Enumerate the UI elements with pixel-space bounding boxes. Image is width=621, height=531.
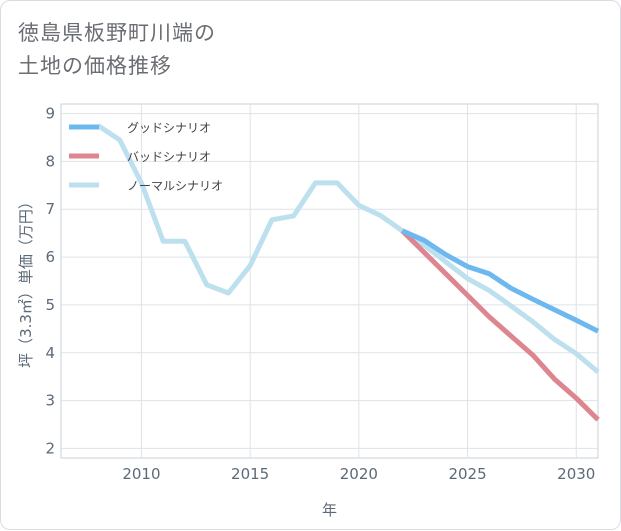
x-tick-label: 2025 [448, 465, 486, 483]
legend-label: バッドシナリオ [127, 150, 211, 164]
y-tick-label: 8 [45, 152, 55, 170]
y-tick-label: 6 [45, 248, 55, 266]
y-axis-label: 坪（3.3㎡）単価（万円） [17, 194, 35, 368]
x-tick-label: 2015 [231, 465, 269, 483]
x-axis-label: 年 [322, 501, 337, 519]
series-line-1 [400, 229, 600, 422]
x-tick-label: 2030 [557, 465, 595, 483]
legend-label: ノーマルシナリオ [127, 179, 223, 193]
y-tick-label: 4 [45, 344, 55, 362]
x-tick-label: 2010 [122, 465, 160, 483]
y-tick-label: 3 [45, 392, 55, 410]
series-line-0 [401, 228, 600, 334]
legend-label: グッドシナリオ [127, 121, 211, 135]
y-tick-label: 2 [45, 439, 55, 457]
series-line-2 [96, 123, 600, 374]
y-tick-label: 5 [45, 296, 55, 314]
chart-title: 徳島県板野町川端の 土地の価格推移 [18, 21, 216, 78]
plot-area [60, 103, 599, 459]
y-tick-label: 7 [45, 200, 55, 218]
x-tick-label: 2020 [340, 465, 378, 483]
y-tick-label: 9 [45, 105, 55, 123]
